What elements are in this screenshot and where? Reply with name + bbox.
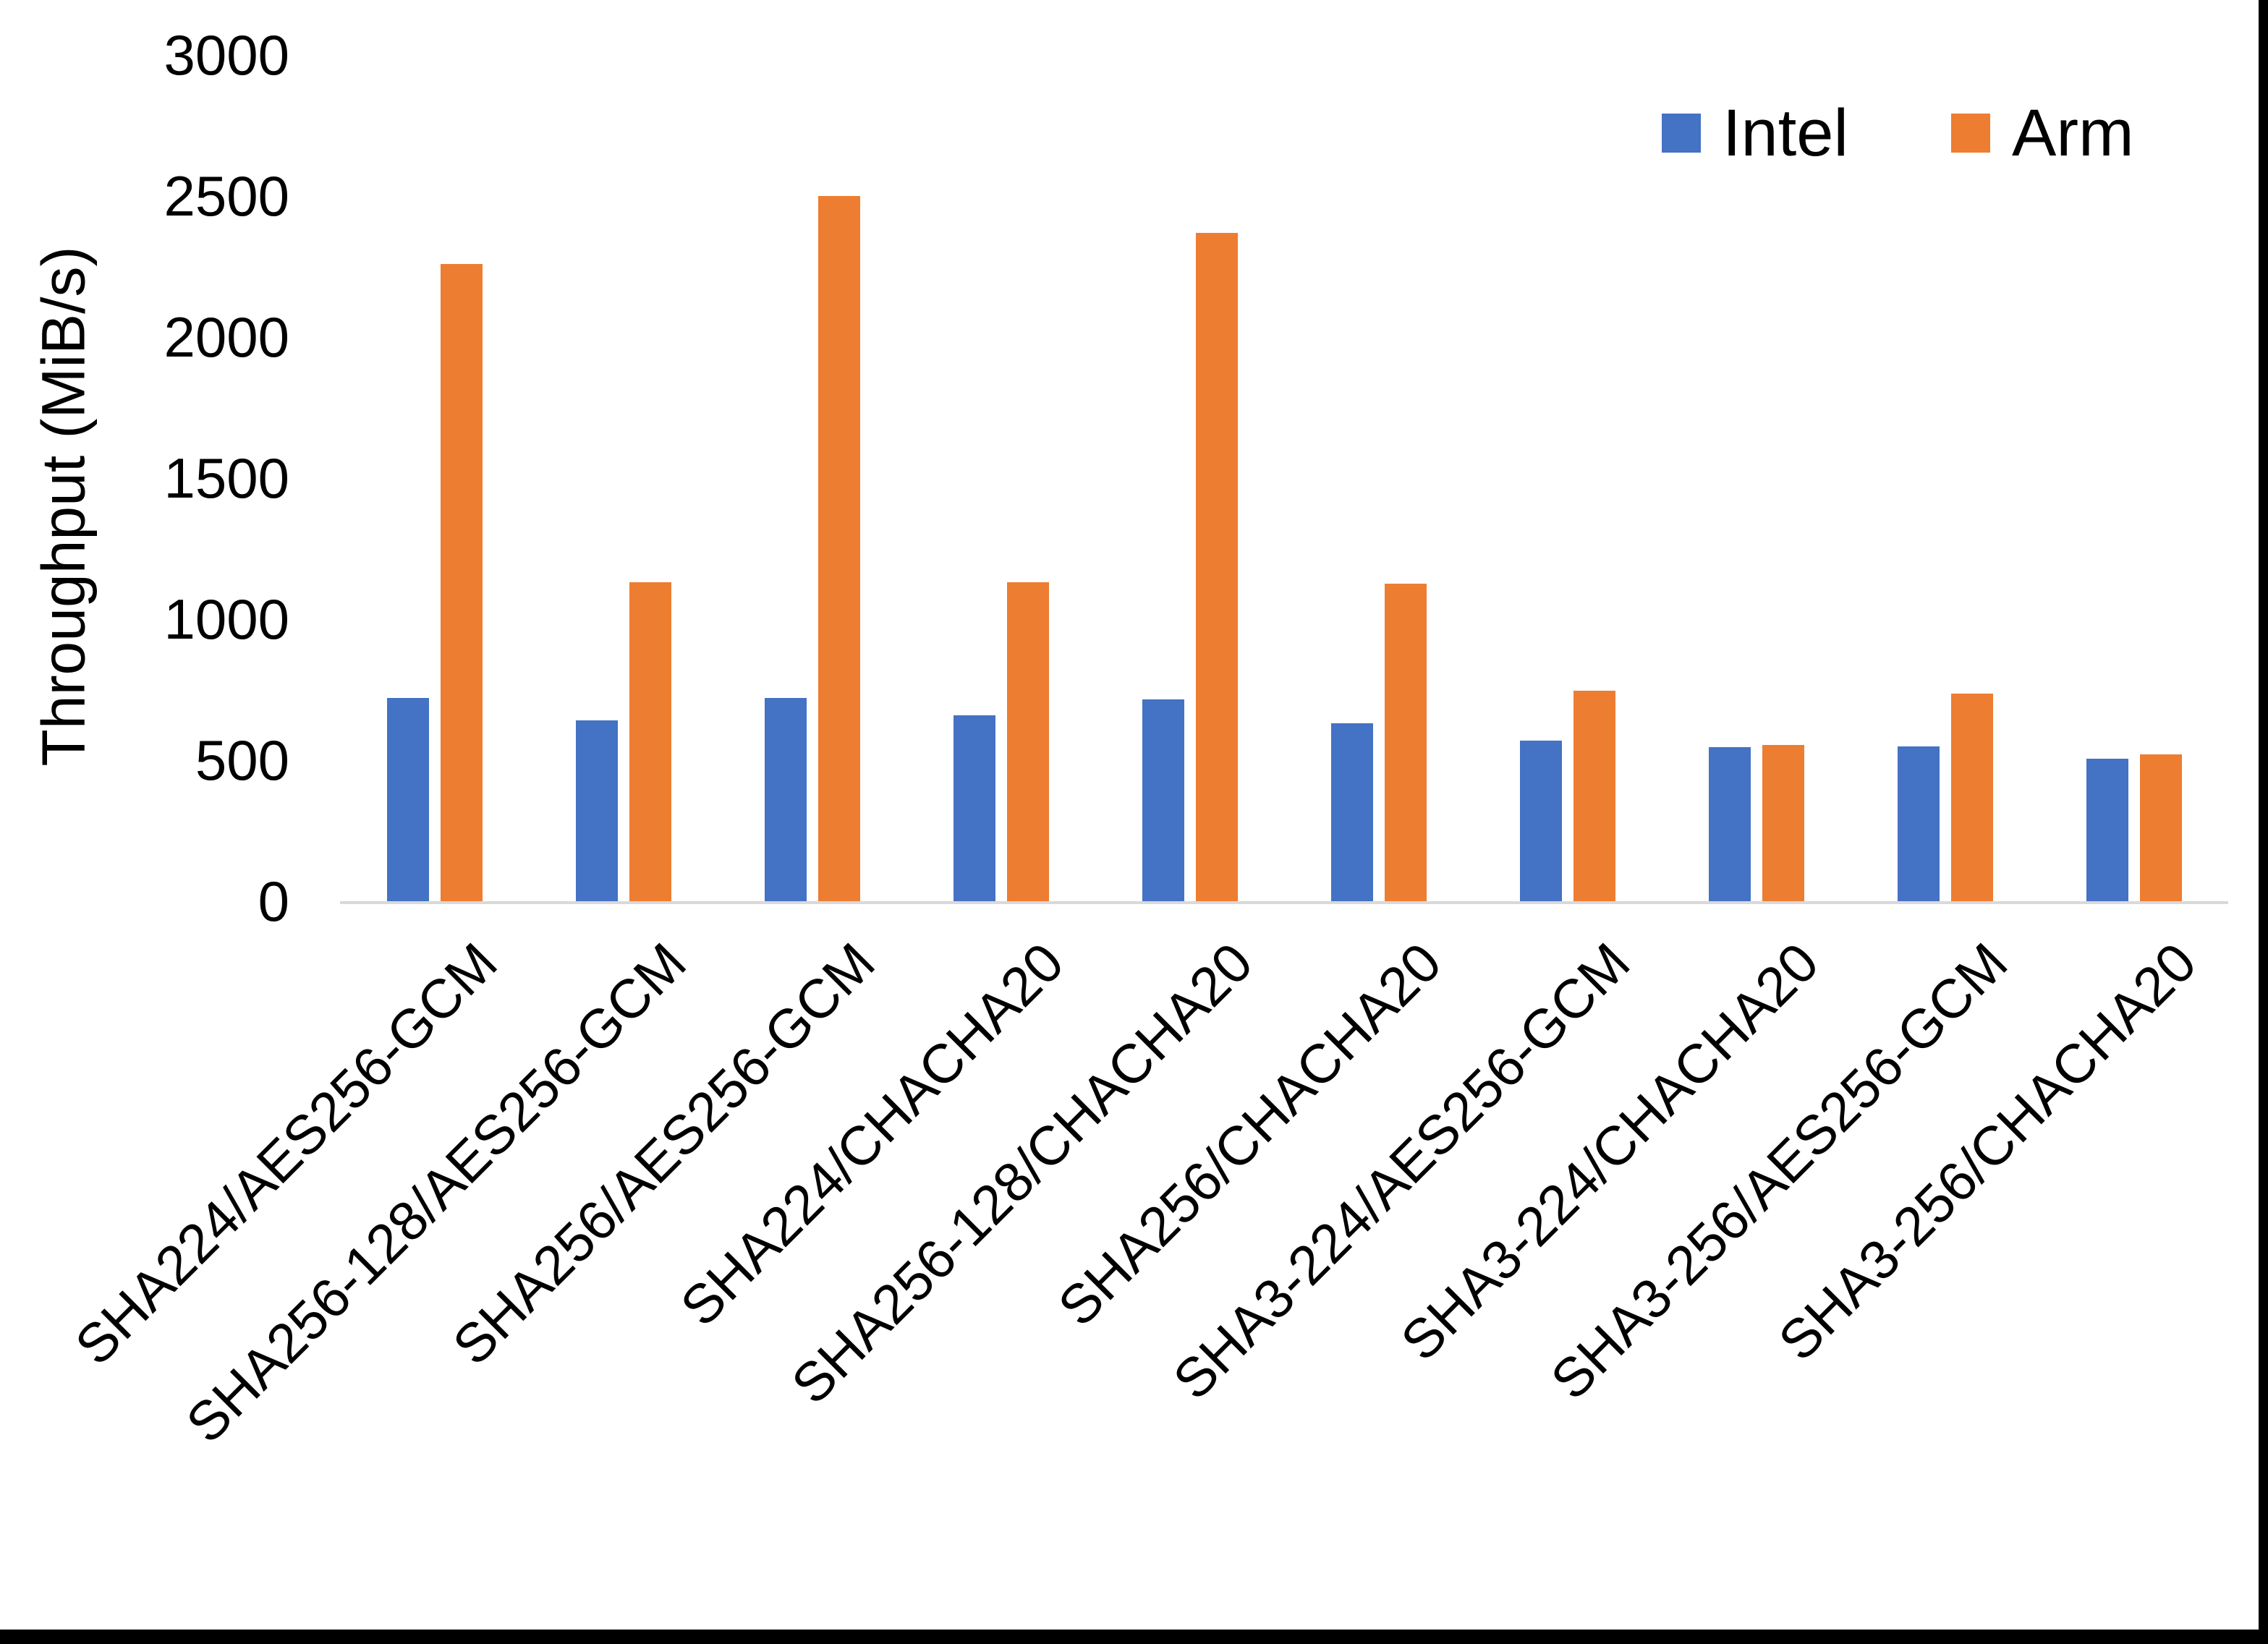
bar-arm-SHA3-256/CHACHA20 [2139, 754, 2182, 901]
bar-arm-SHA224/AES256-GCM [440, 263, 483, 901]
bar-arm-SHA256/CHACHA20 [1384, 584, 1427, 901]
y-tick-label: 0 [258, 869, 289, 933]
x-axis-line [340, 901, 2228, 904]
bar-arm-SHA256-128/AES256-GCM [629, 582, 671, 901]
bar-intel-SHA256/CHACHA20 [1330, 723, 1373, 901]
x-category-label: SHA256/CHACHA20 [1046, 931, 1453, 1338]
bar-arm-SHA3-224/AES256-GCM [1573, 691, 1615, 901]
bar-arm-SHA3-256/AES256-GCM [1950, 694, 1993, 901]
bar-arm-SHA256-128/CHACHA20 [1195, 232, 1238, 901]
legend-item-arm: Arm [1951, 100, 2134, 166]
bar-intel-SHA3-256/AES256-GCM [1897, 746, 1940, 901]
bar-intel-SHA224/AES256-GCM [386, 698, 429, 901]
screenshot-edge-right [2259, 0, 2268, 1644]
screenshot-edge-bottom [0, 1630, 2268, 1644]
legend-item-intel: Intel [1662, 100, 1848, 166]
legend-swatch-intel [1662, 114, 1701, 153]
x-category-label: SHA224/CHACHA20 [668, 931, 1076, 1338]
bar-arm-SHA224/CHACHA20 [1006, 582, 1049, 901]
y-tick-label: 1500 [163, 446, 289, 510]
bar-arm-SHA256/AES256-GCM [817, 196, 860, 901]
bar-intel-SHA256/AES256-GCM [764, 698, 807, 901]
y-tick-label: 1000 [163, 587, 289, 651]
legend-label-arm: Arm [2012, 96, 2134, 170]
bar-intel-SHA256-128/AES256-GCM [575, 720, 618, 901]
bar-arm-SHA3-224/CHACHA20 [1762, 744, 1804, 901]
y-tick-label: 500 [195, 728, 289, 792]
y-tick-label: 2000 [163, 305, 289, 369]
bar-intel-SHA224/CHACHA20 [953, 715, 995, 901]
bar-intel-SHA256-128/CHACHA20 [1142, 699, 1184, 901]
y-tick-label: 2500 [163, 164, 289, 228]
y-tick-label: 3000 [163, 23, 289, 87]
bar-intel-SHA3-224/AES256-GCM [1519, 740, 1562, 901]
legend-label-intel: Intel [1723, 96, 1848, 170]
bar-intel-SHA3-224/CHACHA20 [1708, 747, 1751, 901]
legend-swatch-arm [1951, 114, 1990, 153]
bar-intel-SHA3-256/CHACHA20 [2086, 759, 2128, 901]
